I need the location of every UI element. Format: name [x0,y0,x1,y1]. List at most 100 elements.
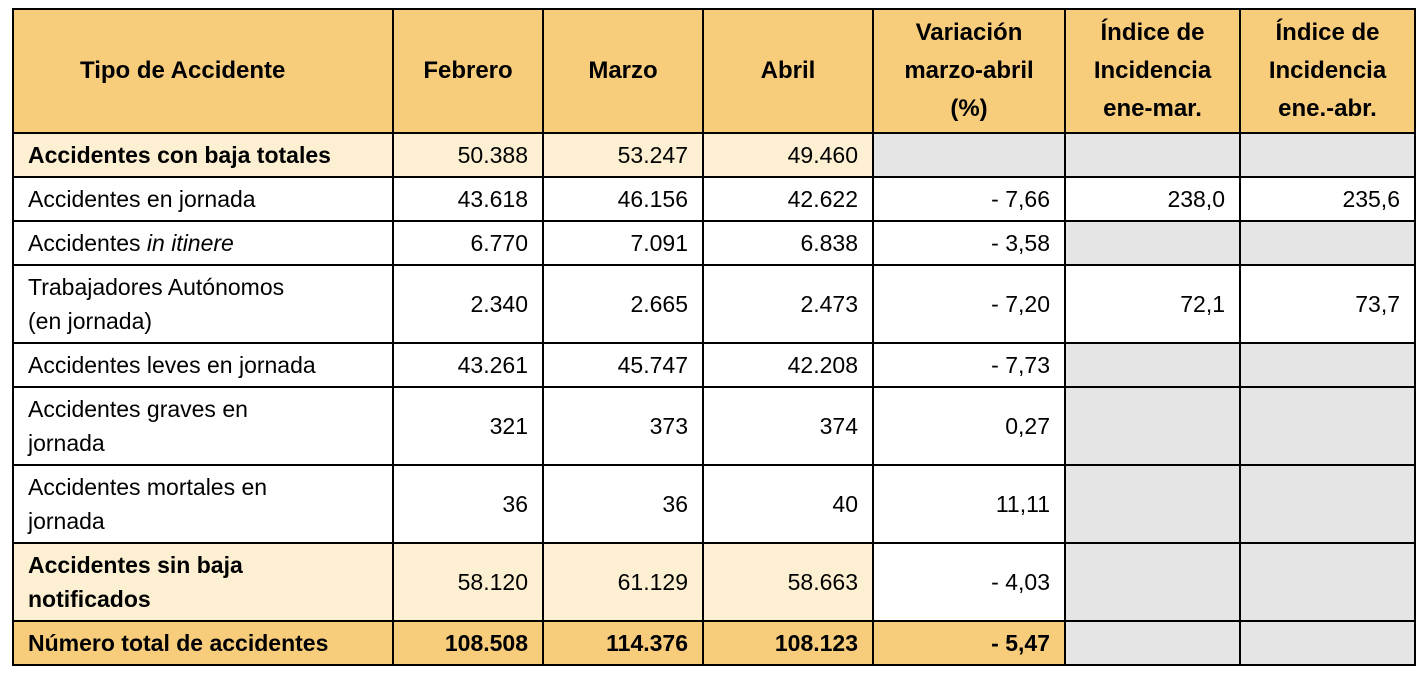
header-indice1-line1: Índice de [1100,19,1205,46]
header-indice2-line2: Incidencia [1268,57,1387,84]
row-label: Accidentes con baja totales [12,132,394,178]
header-indice-ene-mar: Índice de Incidencia ene-mar. [1064,8,1241,134]
cell-febrero: 50.388 [392,132,544,178]
cell-variacion: 0,27 [872,386,1066,466]
cell-marzo: 36 [542,464,704,544]
cell-marzo: 373 [542,386,704,466]
cell-abril: 6.838 [702,220,874,266]
header-variacion: Variación marzo-abril (%) [872,8,1066,134]
row-label: Número total de accidentes [12,620,394,666]
cell-abril: 2.473 [702,264,874,344]
row-label: Trabajadores Autónomos (en jornada) [12,264,394,344]
cell-indice-ene-abr [1239,542,1416,622]
cell-variacion: 11,11 [872,464,1066,544]
row-label-line2: jornada [28,430,105,456]
row-label-line2: (en jornada) [28,308,153,334]
header-indice1-line2: Incidencia [1093,57,1212,84]
cell-indice-ene-mar [1064,220,1241,266]
cell-indice-ene-mar [1064,132,1241,178]
table-row: Accidentes con baja totales 50.388 53.24… [12,132,1416,178]
row-label: Accidentes graves en jornada [12,386,394,466]
row-label-text: Accidentes [28,230,147,256]
row-label-line2: jornada [28,508,105,534]
header-indice1-line3: ene-mar. [1103,95,1202,122]
cell-abril: 49.460 [702,132,874,178]
cell-indice-ene-abr: 73,7 [1239,264,1416,344]
row-label: Accidentes leves en jornada [12,342,394,388]
cell-variacion: - 7,73 [872,342,1066,388]
header-indice-ene-abr: Índice de Incidencia ene.-abr. [1239,8,1416,134]
row-label-line1: Accidentes mortales en [28,474,268,500]
table-row: Trabajadores Autónomos (en jornada) 2.34… [12,264,1416,344]
cell-indice-ene-abr: 235,6 [1239,176,1416,222]
cell-indice-ene-mar [1064,342,1241,388]
cell-indice-ene-abr [1239,220,1416,266]
cell-indice-ene-mar [1064,620,1241,666]
cell-marzo: 46.156 [542,176,704,222]
cell-marzo: 114.376 [542,620,704,666]
cell-febrero: 108.508 [392,620,544,666]
header-row: Tipo de Accidente Febrero Marzo Abril Va… [12,8,1416,134]
header-indice2-line3: ene.-abr. [1278,95,1377,122]
header-variacion-line1: Variación [915,19,1023,46]
header-marzo: Marzo [542,8,704,134]
table-row: Accidentes graves en jornada 321 373 374… [12,386,1416,466]
row-label: Accidentes mortales en jornada [12,464,394,544]
cell-febrero: 43.618 [392,176,544,222]
cell-abril: 108.123 [702,620,874,666]
cell-febrero: 6.770 [392,220,544,266]
cell-abril: 42.208 [702,342,874,388]
cell-marzo: 45.747 [542,342,704,388]
cell-abril: 374 [702,386,874,466]
cell-variacion: - 3,58 [872,220,1066,266]
header-variacion-line3: (%) [950,95,988,122]
cell-indice-ene-abr [1239,386,1416,466]
cell-variacion: - 5,47 [872,620,1066,666]
table-row: Accidentes en jornada 43.618 46.156 42.6… [12,176,1416,222]
header-variacion-line2: marzo-abril [904,57,1034,84]
cell-marzo: 61.129 [542,542,704,622]
cell-marzo: 7.091 [542,220,704,266]
cell-variacion: - 7,66 [872,176,1066,222]
cell-variacion: - 7,20 [872,264,1066,344]
cell-indice-ene-abr [1239,620,1416,666]
row-label: Accidentes sin baja notificados [12,542,394,622]
cell-marzo: 2.665 [542,264,704,344]
cell-variacion: - 4,03 [872,542,1066,622]
cell-febrero: 321 [392,386,544,466]
row-label-line1: Accidentes sin baja [28,552,243,578]
table-row: Accidentes in itinere 6.770 7.091 6.838 … [12,220,1416,266]
cell-febrero: 2.340 [392,264,544,344]
table-row: Accidentes sin baja notificados 58.120 6… [12,542,1416,622]
cell-abril: 58.663 [702,542,874,622]
cell-indice-ene-abr [1239,342,1416,388]
cell-marzo: 53.247 [542,132,704,178]
cell-variacion [872,132,1066,178]
cell-febrero: 36 [392,464,544,544]
header-tipo: Tipo de Accidente [12,8,394,134]
cell-indice-ene-mar: 238,0 [1064,176,1241,222]
row-label-line1: Trabajadores Autónomos [28,274,285,300]
row-label-italic: in itinere [146,230,234,256]
cell-indice-ene-mar [1064,464,1241,544]
cell-indice-ene-mar [1064,542,1241,622]
header-abril: Abril [702,8,874,134]
accidents-table: Tipo de Accidente Febrero Marzo Abril Va… [12,8,1416,666]
table-row: Accidentes mortales en jornada 36 36 40 … [12,464,1416,544]
cell-indice-ene-abr [1239,132,1416,178]
cell-abril: 42.622 [702,176,874,222]
cell-indice-ene-mar: 72,1 [1064,264,1241,344]
row-label: Accidentes in itinere [12,220,394,266]
row-label-line2: notificados [28,586,151,612]
table-row: Accidentes leves en jornada 43.261 45.74… [12,342,1416,388]
cell-abril: 40 [702,464,874,544]
cell-febrero: 58.120 [392,542,544,622]
cell-indice-ene-abr [1239,464,1416,544]
header-indice2-line1: Índice de [1275,19,1380,46]
table-row-total: Número total de accidentes 108.508 114.3… [12,620,1416,666]
cell-indice-ene-mar [1064,386,1241,466]
header-febrero: Febrero [392,8,544,134]
row-label-line1: Accidentes graves en [28,396,248,422]
row-label: Accidentes en jornada [12,176,394,222]
cell-febrero: 43.261 [392,342,544,388]
